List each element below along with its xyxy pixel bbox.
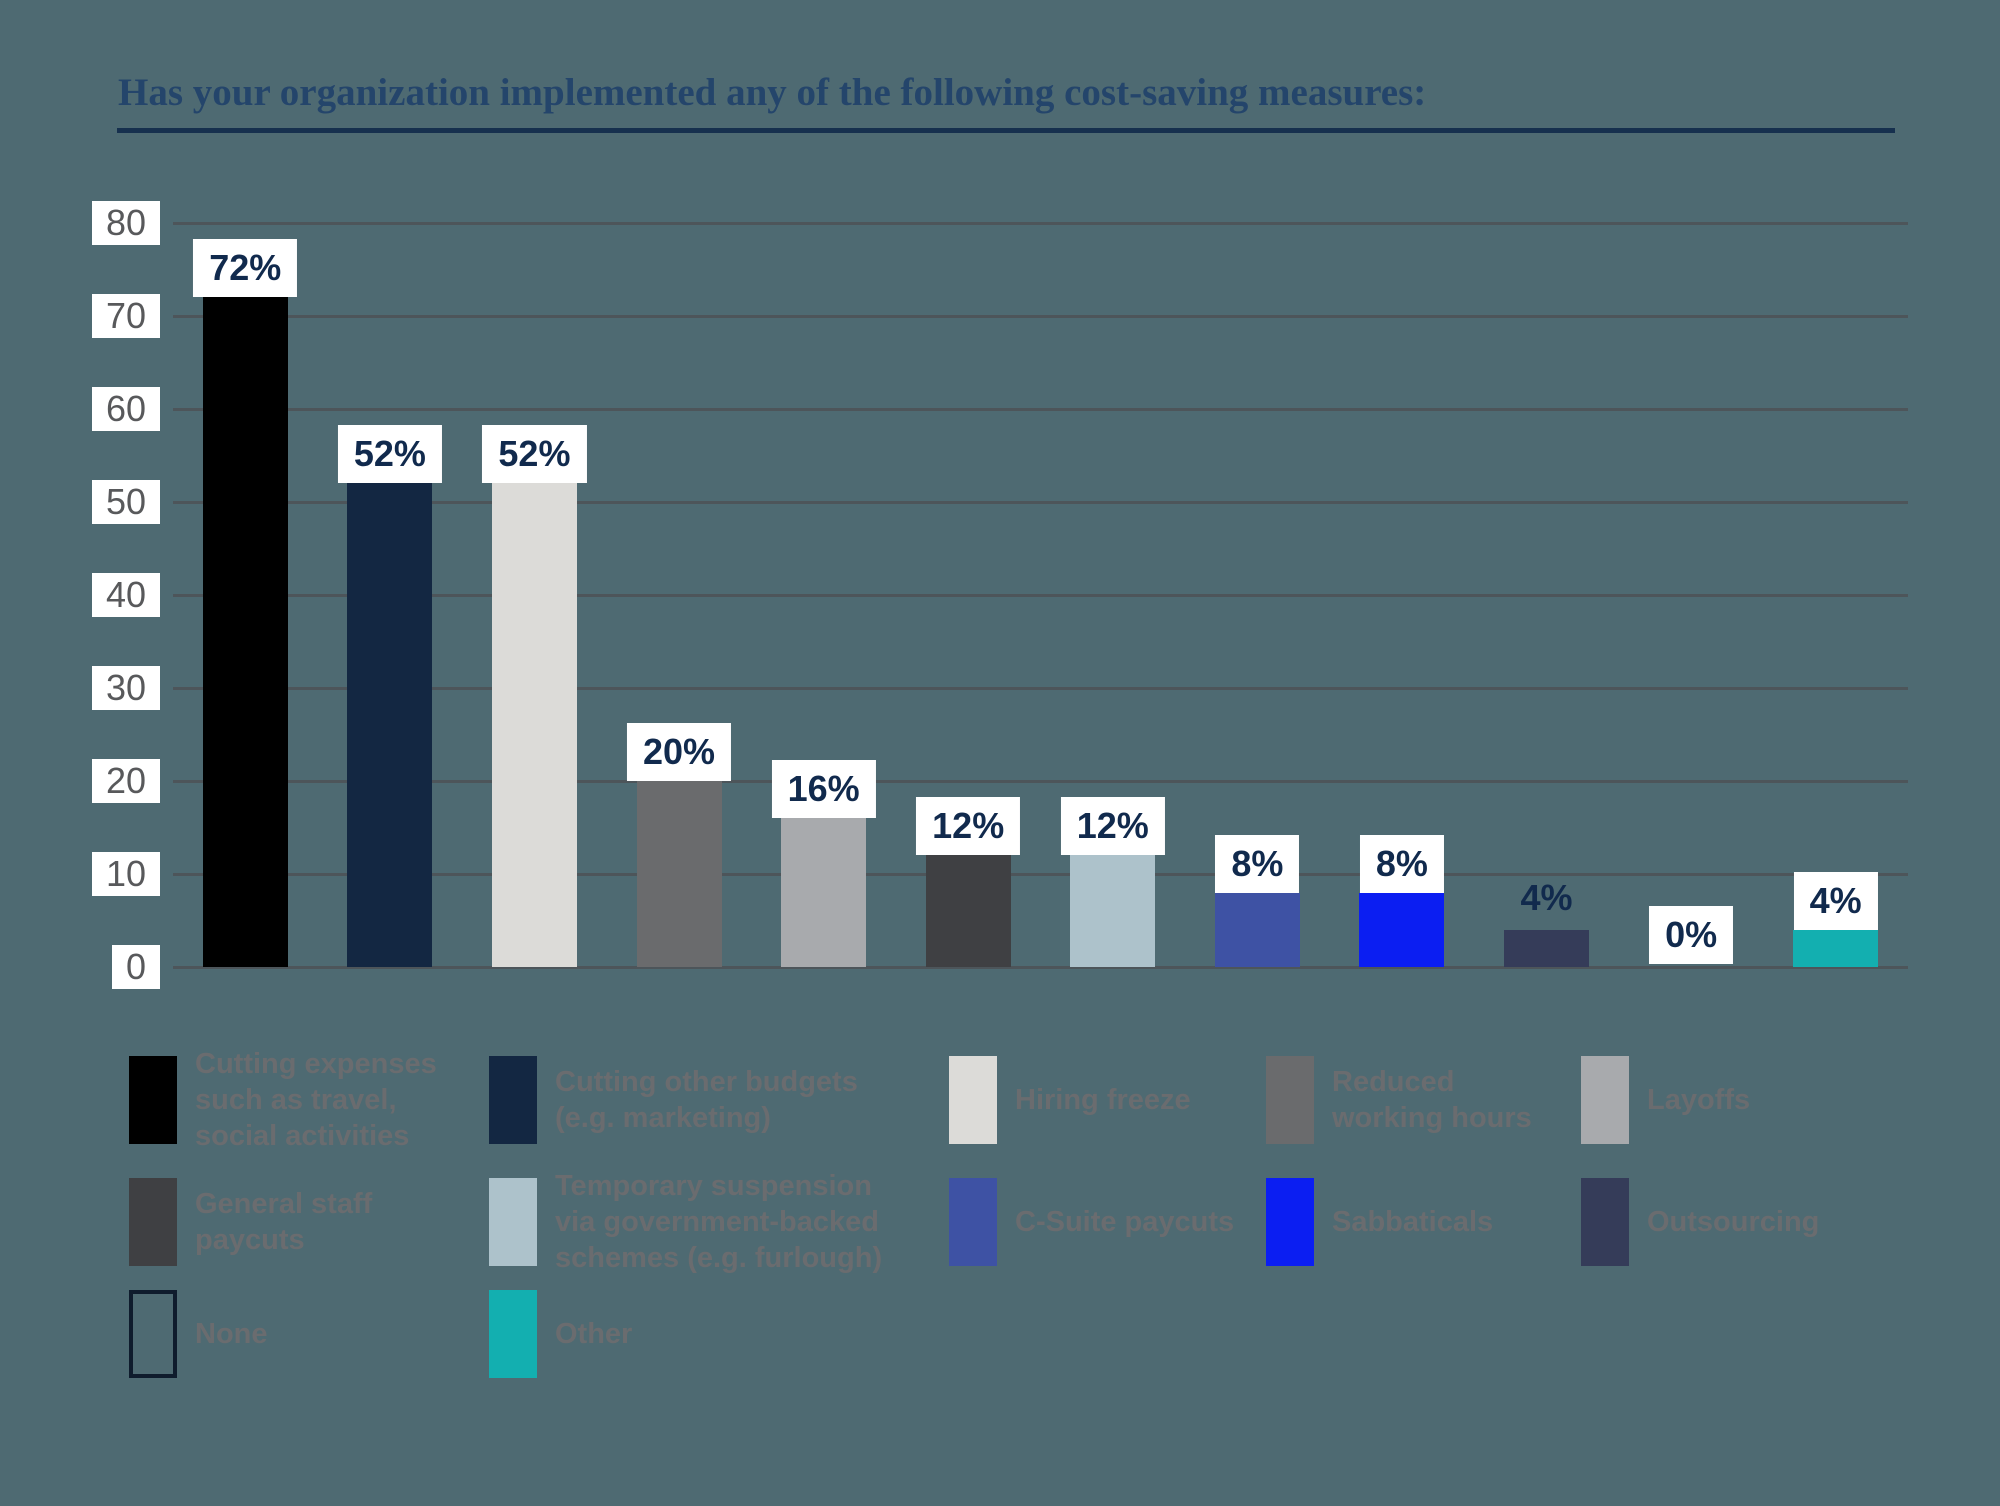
bar-6: [925, 855, 1011, 967]
legend-label: General staff paycuts: [195, 1188, 373, 1256]
legend-item-sabbaticals: Sabbaticals: [1266, 1178, 1493, 1266]
legend-label: Reduced working hours: [1332, 1066, 1532, 1134]
legend-label: C-Suite paycuts: [1015, 1206, 1235, 1238]
legend-item-cutting-expenses-such-as-travel-social-activities: Cutting expenses such as travel, social ac…: [129, 1048, 437, 1152]
y-tick-label-80: 80: [91, 201, 160, 245]
legend-label: Layoffs: [1647, 1084, 1751, 1116]
bar-1: [202, 297, 288, 967]
bar-7: [1070, 855, 1156, 967]
bar-5: [781, 818, 867, 967]
legend-swatch-icon: [1581, 1178, 1629, 1266]
legend-swatch-icon: [1266, 1056, 1314, 1144]
bar-value-label-4: 20%: [626, 723, 732, 781]
gridline-60: [173, 408, 1908, 411]
bar-value-label-2: 52%: [337, 425, 442, 484]
bar-4: [636, 781, 722, 967]
y-tick-label-50: 50: [91, 480, 160, 524]
y-tick-label-40: 40: [91, 573, 160, 617]
legend-label: Sabbaticals: [1332, 1206, 1494, 1238]
gridline-50: [173, 501, 1908, 504]
bar-value-label-10: 4%: [1520, 876, 1573, 918]
bar-value-label-7: 12%: [1060, 797, 1165, 856]
bar-value-label-12: 4%: [1793, 871, 1878, 930]
legend-item-c-suite-paycuts: C-Suite paycuts: [949, 1178, 1234, 1266]
bar-9: [1359, 892, 1445, 967]
chart-title: Has your organization implemented any of…: [118, 71, 1427, 114]
bar-3: [491, 483, 577, 967]
legend-swatch-icon: [129, 1290, 177, 1378]
legend-label: Hiring freeze: [1015, 1084, 1191, 1116]
bar-8: [1214, 892, 1300, 967]
legend-swatch-icon: [129, 1178, 177, 1266]
legend-item-layoffs: Layoffs: [1581, 1056, 1750, 1144]
bar-value-label-11: 0%: [1649, 906, 1734, 964]
bar-value-label-1: 72%: [193, 239, 298, 298]
y-tick-label-0: 0: [111, 945, 160, 989]
bar-value-label-3: 52%: [482, 425, 587, 484]
legend-item-reduced-working-hours: Reduced working hours: [1266, 1056, 1532, 1144]
bar-2: [347, 483, 433, 967]
bar-value-label-9: 8%: [1359, 834, 1444, 893]
legend-item-hiring-freeze: Hiring freeze: [949, 1056, 1191, 1144]
bar-value-label-8: 8%: [1215, 834, 1300, 893]
legend-item-other: Other: [489, 1290, 632, 1378]
legend-label: Cutting other budgets (e.g. marketing): [555, 1066, 858, 1134]
legend-swatch-icon: [949, 1178, 997, 1266]
legend-item-outsourcing: Outsourcing: [1581, 1178, 1819, 1266]
legend-item-temporary-suspension-via-government-backed-schemes-e-g-furlough: Temporary suspension via government-backe…: [489, 1170, 882, 1274]
y-tick-label-20: 20: [91, 759, 160, 803]
legend-swatch-icon: [489, 1178, 537, 1266]
legend-label: Temporary suspension via government-backe…: [555, 1170, 883, 1274]
gridline-0: [173, 966, 1908, 969]
y-tick-label-30: 30: [91, 666, 160, 710]
legend-label: Outsourcing: [1647, 1206, 1820, 1238]
legend-item-none: None: [129, 1290, 268, 1378]
legend-swatch-icon: [949, 1056, 997, 1144]
y-tick-label-10: 10: [91, 852, 160, 896]
gridline-80: [173, 222, 1908, 225]
legend-item-general-staff-paycuts: General staff paycuts: [129, 1178, 372, 1266]
legend-label: Cutting expenses such as travel, social ac…: [195, 1048, 437, 1152]
gridline-10: [173, 873, 1908, 876]
gridline-20: [173, 780, 1908, 783]
gridline-70: [173, 315, 1908, 318]
gridline-30: [173, 687, 1908, 690]
y-tick-label-60: 60: [91, 387, 160, 431]
y-tick-label-70: 70: [91, 294, 160, 338]
legend-item-cutting-other-budgets-e-g-marketing: Cutting other budgets (e.g. marketing): [489, 1056, 858, 1144]
bar-12: [1793, 929, 1879, 967]
title-underline: [117, 128, 1895, 133]
bar-10: [1504, 929, 1589, 967]
legend-swatch-icon: [1266, 1178, 1314, 1266]
legend-swatch-icon: [489, 1290, 537, 1378]
gridline-40: [173, 594, 1908, 597]
legend-swatch-icon: [129, 1056, 177, 1144]
legend-swatch-icon: [489, 1056, 537, 1144]
legend-label: None: [195, 1318, 268, 1350]
legend-label: Other: [555, 1318, 633, 1350]
bar-value-label-5: 16%: [771, 760, 876, 819]
legend-swatch-icon: [1581, 1056, 1629, 1144]
bar-value-label-6: 12%: [916, 797, 1021, 856]
